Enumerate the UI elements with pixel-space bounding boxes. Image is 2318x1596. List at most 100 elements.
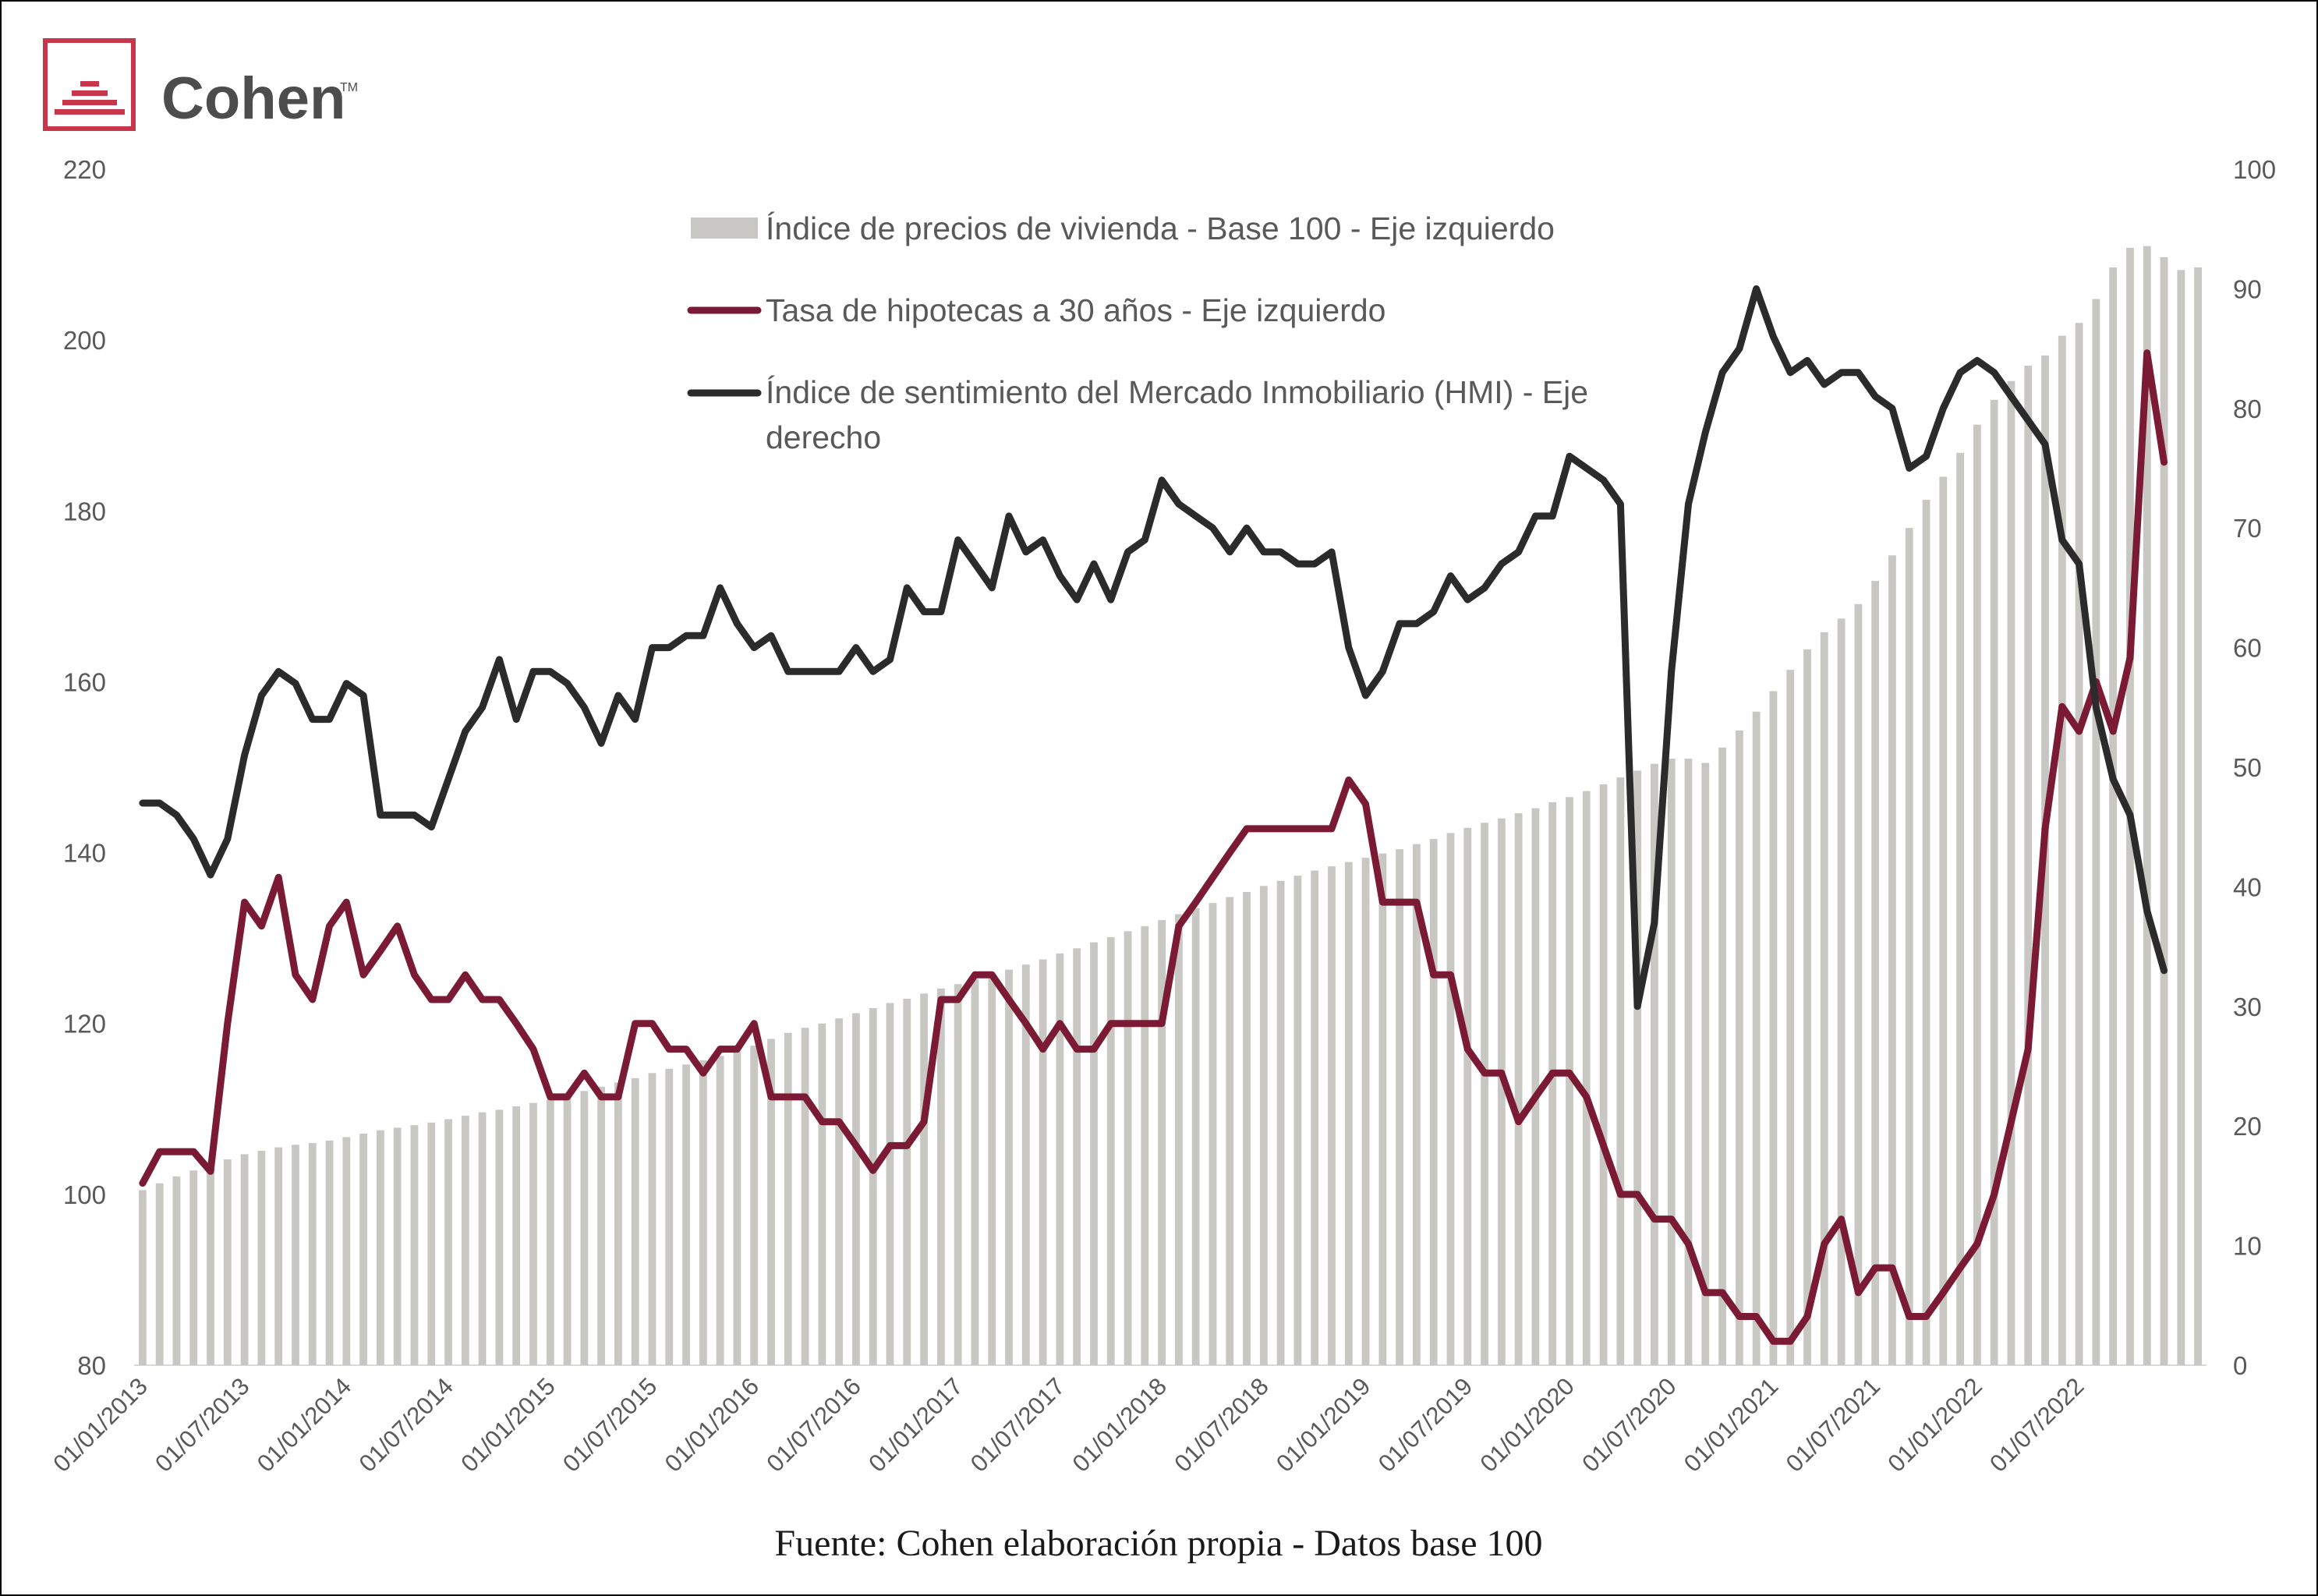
right-axis-tick-label: 50 xyxy=(2233,753,2262,782)
x-axis-tick-label: 01/07/2019 xyxy=(1373,1372,1478,1477)
hmi-line xyxy=(139,285,2168,1010)
x-axis-tick-label: 01/07/2014 xyxy=(354,1372,458,1477)
price-index-bar xyxy=(920,993,928,1365)
price-index-bar xyxy=(1803,649,1811,1365)
x-axis-tick-label: 01/01/2021 xyxy=(1679,1372,1783,1477)
price-index-bar xyxy=(292,1145,299,1365)
price-index-bar xyxy=(1651,763,1658,1365)
price-index-bar xyxy=(1990,399,1998,1365)
right-axis-tick-label: 60 xyxy=(2233,634,2262,663)
price-index-bar xyxy=(1021,964,1030,1365)
logo-frame-icon xyxy=(43,38,136,131)
price-index-bar xyxy=(1396,849,1404,1365)
price-index-bar xyxy=(1701,763,1710,1365)
price-index-bar xyxy=(1344,862,1353,1365)
logo-step-icon xyxy=(72,90,108,96)
price-index-bar xyxy=(1243,891,1251,1365)
price-index-bar xyxy=(359,1134,368,1365)
price-index-bar xyxy=(1141,925,1149,1365)
logo-step-icon xyxy=(62,100,117,105)
right-axis-tick-label: 90 xyxy=(2233,274,2262,303)
brand-name: Cohen xyxy=(161,65,345,132)
price-index-bar xyxy=(1446,833,1455,1365)
price-index-bar xyxy=(784,1032,792,1365)
price-index-bar xyxy=(1056,953,1064,1365)
price-index-bar xyxy=(1481,823,1488,1365)
right-axis-tick-label: 100 xyxy=(2233,155,2276,184)
price-index-bar xyxy=(1837,618,1846,1365)
price-index-bar xyxy=(1174,914,1183,1365)
price-index-bar xyxy=(852,1013,860,1365)
price-index-bar xyxy=(1667,759,1676,1365)
price-index-bar xyxy=(665,1068,674,1365)
price-index-bar xyxy=(1922,500,1930,1365)
right-axis-tick-label: 20 xyxy=(2233,1112,2262,1141)
price-index-bar xyxy=(614,1082,622,1365)
x-axis-tick-label: 01/01/2017 xyxy=(863,1372,968,1477)
price-index-bar xyxy=(563,1095,572,1365)
price-index-bar xyxy=(207,1165,214,1365)
x-axis-tick-label: 01/01/2016 xyxy=(660,1372,764,1477)
price-index-bar xyxy=(1497,818,1506,1365)
logo-step-icon xyxy=(55,109,125,115)
price-index-bar xyxy=(377,1130,384,1365)
x-axis-tick-label: 01/07/2022 xyxy=(1984,1372,2089,1477)
x-axis-tick-label: 01/07/2018 xyxy=(1169,1372,1273,1477)
price-index-bar xyxy=(1633,770,1642,1365)
price-index-bar xyxy=(189,1170,198,1365)
right-axis-tick-label: 80 xyxy=(2233,395,2262,423)
price-index-bar xyxy=(682,1064,690,1365)
price-index-bar xyxy=(2109,267,2118,1365)
price-index-bars xyxy=(138,246,2202,1366)
price-index-bar xyxy=(427,1122,436,1365)
price-index-bar xyxy=(1259,886,1268,1365)
legend-label-mortgage-rate: Tasa de hipotecas a 30 años - Eje izquie… xyxy=(766,292,1385,328)
x-axis-tick-label: 01/07/2013 xyxy=(150,1372,254,1477)
left-axis-tick-label: 80 xyxy=(77,1351,106,1380)
left-axis-ticks: 80 100 120 140 160 180 200 220 xyxy=(63,155,106,1380)
series-lines xyxy=(139,285,2168,1345)
price-index-bar xyxy=(1871,581,1880,1365)
price-index-bar xyxy=(597,1086,606,1365)
price-index-bar xyxy=(1090,942,1098,1365)
x-axis-tick-label: 01/01/2020 xyxy=(1474,1372,1579,1477)
price-index-bar xyxy=(1684,759,1693,1365)
price-index-bar xyxy=(1361,858,1370,1365)
price-index-bar xyxy=(325,1140,334,1365)
price-index-bar xyxy=(1820,632,1828,1365)
legend-label-hmi: Índice de sentimiento del Mercado Inmobi… xyxy=(766,374,1588,410)
price-index-bar xyxy=(903,998,911,1365)
left-axis-tick-label: 200 xyxy=(63,326,106,355)
right-axis-tick-label: 40 xyxy=(2233,872,2262,901)
price-index-bar xyxy=(1293,876,1302,1365)
logo-step-icon xyxy=(80,81,99,87)
left-axis-tick-label: 180 xyxy=(63,497,106,526)
price-index-bar xyxy=(988,974,996,1365)
price-index-bar xyxy=(716,1056,724,1365)
price-index-bar xyxy=(750,1046,759,1365)
price-index-bar xyxy=(1531,808,1540,1365)
left-axis-tick-label: 120 xyxy=(63,1010,106,1039)
price-index-bar xyxy=(869,1007,877,1365)
x-axis-tick-label: 01/07/2015 xyxy=(557,1372,662,1477)
price-index-bar xyxy=(1429,839,1438,1365)
price-index-bar xyxy=(648,1073,656,1365)
price-index-bar xyxy=(546,1099,554,1365)
price-index-bar xyxy=(971,978,979,1365)
price-index-bar xyxy=(1939,476,1948,1366)
brand-trademark: TM xyxy=(340,81,358,94)
price-index-bar xyxy=(2160,257,2168,1365)
price-index-bar xyxy=(1106,937,1115,1365)
price-index-bar xyxy=(1514,813,1523,1365)
price-index-bar xyxy=(1124,931,1132,1365)
price-index-bar xyxy=(1718,747,1726,1365)
price-index-bar xyxy=(818,1023,826,1365)
legend-label-hmi-continued: derecho xyxy=(766,419,881,455)
x-axis-ticks: 01/01/201301/07/201301/01/201401/07/2014… xyxy=(48,1372,2089,1477)
price-index-bar xyxy=(223,1159,232,1365)
legend-swatch-price-index xyxy=(691,218,758,239)
x-axis-tick-label: 01/01/2018 xyxy=(1067,1372,1172,1477)
price-index-bar xyxy=(495,1109,504,1365)
price-index-bar xyxy=(886,1003,894,1365)
